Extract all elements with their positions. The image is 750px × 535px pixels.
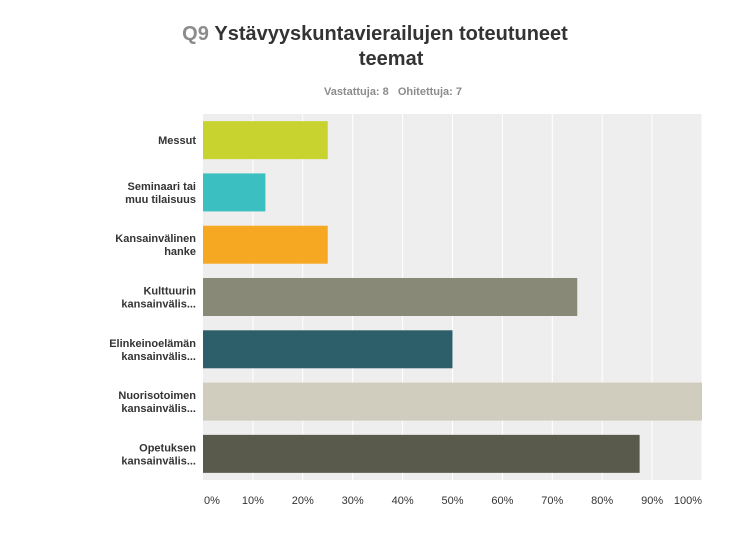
- category-label: Nuorisotoimen kansainvälis...: [118, 390, 196, 415]
- category-label: Elinkeinoelämän kansainvälis...: [109, 338, 196, 363]
- category-label-line: Kansainvälinen: [115, 233, 196, 245]
- category-label-line: kansainvälis...: [121, 351, 196, 363]
- question-text-line-2: teemat: [358, 48, 424, 70]
- category-label-line: kansainvälis...: [121, 455, 196, 467]
- category-label-line: Messut: [158, 135, 196, 147]
- x-tick-label: 20%: [292, 495, 314, 507]
- bar: [203, 173, 266, 212]
- bar: [203, 434, 640, 473]
- question-text: Ystävyyskuntavierailujen toteutuneet tee…: [214, 22, 567, 72]
- category-label-line: Seminaari tai: [128, 181, 196, 193]
- category-label: Seminaari tai muu tilaisuus: [125, 181, 196, 206]
- category-label-line: Nuorisotoimen: [118, 390, 196, 402]
- question-text-line-1: Ystävyyskuntavierailujen toteutuneet: [214, 23, 568, 45]
- category-label-line: kansainvälis...: [121, 403, 196, 415]
- category-label-line: Kulttuurin: [143, 286, 196, 298]
- bar: [203, 225, 328, 264]
- x-tick-label: 60%: [491, 495, 513, 507]
- category-label-line: Elinkeinoelämän: [109, 338, 196, 350]
- x-tick-label: 70%: [541, 495, 563, 507]
- x-tick-label: 0%: [204, 495, 220, 507]
- question-title: Q9 Ystävyyskuntavierailujen toteutuneet …: [0, 22, 750, 72]
- x-tick-label: 50%: [441, 495, 463, 507]
- x-tick-label: 100%: [674, 495, 702, 507]
- category-label: Kansainvälinen hanke: [115, 233, 196, 258]
- x-tick-label: 10%: [242, 495, 264, 507]
- category-label: Messut: [158, 135, 196, 147]
- x-tick-label: 80%: [591, 495, 613, 507]
- bar: [203, 382, 702, 421]
- bar: [203, 330, 453, 369]
- answered-count: Vastattuja: 8: [323, 86, 389, 98]
- question-number: Q9: [182, 23, 209, 45]
- category-label-line: hanke: [164, 246, 196, 258]
- category-label: Opetuksen kansainvälis...: [121, 442, 196, 467]
- category-label-line: Opetuksen: [139, 442, 196, 454]
- response-stats: Vastattuja: 8 Ohitettuja: 7: [0, 86, 750, 98]
- x-tick-label: 30%: [342, 495, 364, 507]
- category-label-line: kansainvälis...: [121, 299, 196, 311]
- bar: [203, 121, 328, 160]
- category-label: Kulttuurin kansainvälis...: [121, 286, 196, 311]
- x-tick-label: 40%: [392, 495, 414, 507]
- x-tick-label: 90%: [641, 495, 663, 507]
- bar: [203, 278, 578, 316]
- skipped-count: Ohitettuja: 7: [397, 86, 463, 98]
- category-label-line: muu tilaisuus: [125, 194, 196, 206]
